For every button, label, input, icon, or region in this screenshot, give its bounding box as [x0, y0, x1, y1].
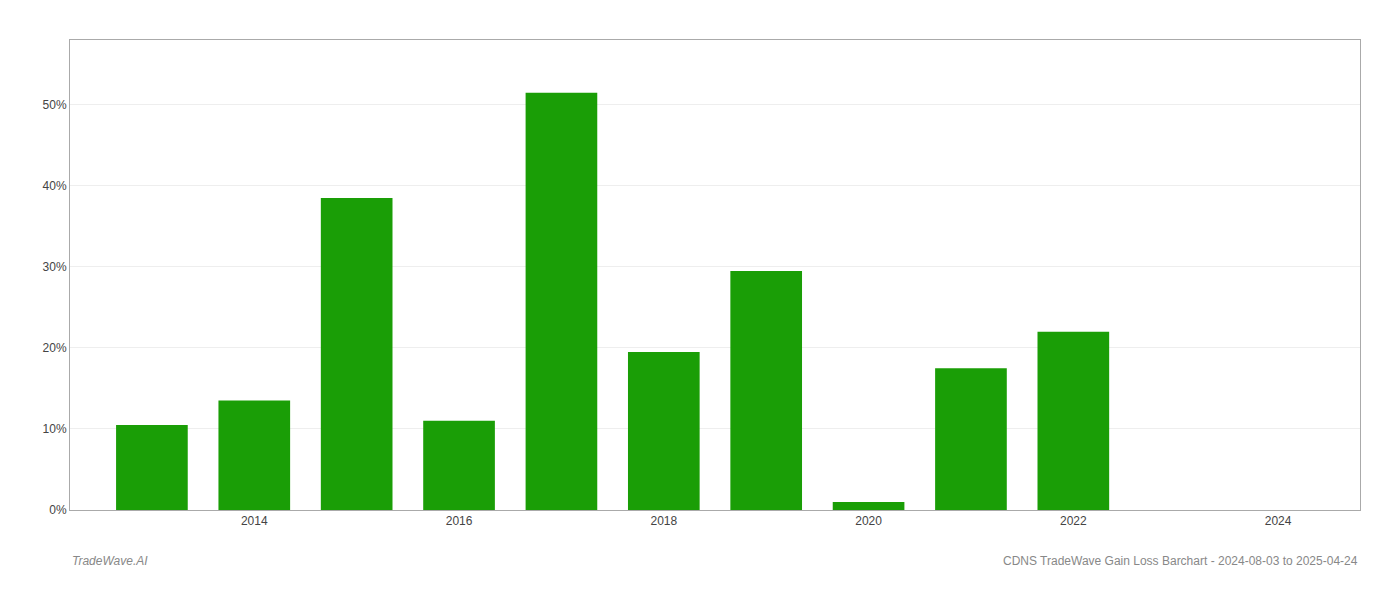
svg-text:10%: 10% [43, 422, 67, 436]
svg-text:20%: 20% [43, 341, 67, 355]
svg-text:2016: 2016 [446, 514, 473, 528]
svg-text:2022: 2022 [1060, 514, 1087, 528]
svg-text:30%: 30% [43, 260, 67, 274]
svg-text:2024: 2024 [1265, 514, 1292, 528]
svg-text:40%: 40% [43, 179, 67, 193]
svg-text:2014: 2014 [241, 514, 268, 528]
svg-text:TradeWave.AI: TradeWave.AI [72, 554, 148, 568]
svg-text:2018: 2018 [650, 514, 677, 528]
svg-text:50%: 50% [43, 98, 67, 112]
svg-text:CDNS TradeWave Gain Loss Barch: CDNS TradeWave Gain Loss Barchart - 2024… [1003, 554, 1358, 568]
svg-text:2020: 2020 [855, 514, 882, 528]
svg-text:0%: 0% [49, 503, 67, 517]
